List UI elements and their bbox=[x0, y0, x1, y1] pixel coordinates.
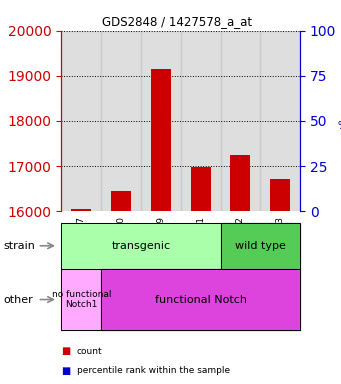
Text: ■: ■ bbox=[61, 346, 71, 356]
Bar bbox=[151, 69, 171, 211]
Bar bbox=[61, 31, 101, 211]
Text: count: count bbox=[77, 347, 102, 356]
Y-axis label: %: % bbox=[337, 121, 341, 131]
Text: GDS2848 / 1427578_a_at: GDS2848 / 1427578_a_at bbox=[102, 15, 252, 28]
Bar bbox=[101, 31, 141, 211]
Bar bbox=[191, 167, 210, 211]
Text: transgenic: transgenic bbox=[112, 241, 170, 251]
Bar bbox=[231, 155, 250, 211]
Bar bbox=[181, 31, 221, 211]
Text: no functional
Notch1: no functional Notch1 bbox=[51, 290, 111, 309]
Bar bbox=[141, 31, 181, 211]
Bar bbox=[71, 209, 91, 211]
Text: functional Notch: functional Notch bbox=[154, 295, 247, 305]
Text: wild type: wild type bbox=[235, 241, 286, 251]
Text: percentile rank within the sample: percentile rank within the sample bbox=[77, 366, 230, 375]
Bar bbox=[260, 31, 300, 211]
Bar bbox=[111, 191, 131, 211]
Bar bbox=[270, 179, 290, 211]
Text: other: other bbox=[3, 295, 33, 305]
Text: strain: strain bbox=[3, 241, 35, 251]
Text: ■: ■ bbox=[61, 366, 71, 376]
Bar bbox=[221, 31, 260, 211]
